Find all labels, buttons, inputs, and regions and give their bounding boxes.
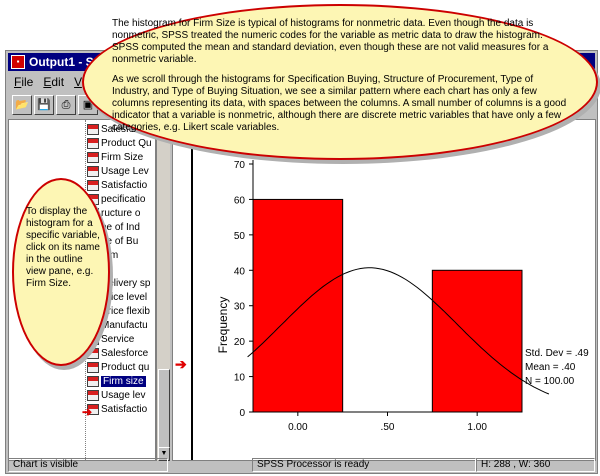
y-tick-label: 70 (234, 160, 246, 171)
chart-node-icon (87, 403, 99, 415)
scroll-down-icon[interactable]: ▼ (158, 447, 170, 461)
outline-item[interactable]: Firm Size (87, 150, 143, 164)
y-tick-label: 20 (234, 337, 246, 348)
outline-item[interactable]: Satisfactio (87, 178, 147, 192)
print-icon[interactable]: ⎙ (56, 95, 76, 115)
status-processor: SPSS Processor is ready (252, 458, 476, 472)
status-bar: Chart is visible SPSS Processor is ready… (8, 458, 595, 472)
outline-item-label: ram (101, 249, 119, 261)
spss-app-icon: ▪ (11, 55, 25, 69)
left-instruction-callout (12, 178, 110, 366)
chart-node-icon (87, 389, 99, 401)
y-tick-label: 30 (234, 302, 246, 313)
outline-item[interactable]: Usage lev (87, 388, 145, 402)
y-axis-label: Frequency (216, 297, 230, 354)
normal-curve (247, 267, 550, 395)
outline-item-label: pe of Ind (101, 221, 140, 233)
chart-node-icon (87, 361, 99, 373)
status-left: Chart is visible (8, 458, 168, 472)
chart-node-icon (87, 151, 99, 163)
outline-item-label: Product Qu (101, 137, 152, 149)
outline-item-label: Satisfactio (101, 403, 148, 415)
outline-item[interactable]: Product Qu (87, 136, 152, 150)
outline-item-label: Price level (101, 291, 148, 303)
callout-paragraph-1: The histogram for Firm Size is typical o… (112, 18, 549, 65)
outline-scrollbar[interactable]: ▲ ▼ (156, 119, 170, 461)
outline-item-label: Firm size (101, 375, 146, 387)
stats-label: Std. Dev = .49 (525, 348, 589, 359)
current-item-arrow-icon: ➔ (175, 356, 187, 372)
histogram-bar (252, 198, 344, 413)
outline-item-label: ructure o (101, 207, 141, 219)
pointer-arrow-icon: ➔ (82, 405, 93, 419)
y-tick-label: 0 (239, 408, 245, 419)
outline-item[interactable]: pecificatio (87, 192, 145, 206)
menu-edit[interactable]: Edit (43, 75, 65, 89)
chart-node-icon (87, 165, 99, 177)
outline-item-label: Service (101, 333, 135, 345)
callout-paragraph-2: As we scroll through the histograms for … (112, 74, 567, 133)
chart-node-icon (87, 179, 99, 191)
status-spacer (168, 458, 252, 472)
outline-item[interactable]: Salesforce (87, 122, 148, 136)
menu-file[interactable]: File (14, 75, 34, 89)
y-tick-label: 50 (234, 231, 246, 242)
chart-node-icon (87, 123, 99, 135)
outline-item-label: Satisfactio (101, 179, 148, 191)
scroll-thumb[interactable] (158, 369, 170, 449)
outline-item-label: Price flexib (101, 305, 150, 317)
stats-label: Mean = .40 (525, 362, 576, 373)
y-tick-label: 40 (234, 266, 246, 277)
histogram-chart[interactable]: Firm Size0102030405060700.00.501.00Frequ… (173, 120, 595, 460)
status-dimensions: H: 288 , W: 360 (476, 458, 595, 472)
outline-item[interactable]: Product qu (87, 360, 149, 374)
outline-item[interactable]: Salesforce (87, 346, 148, 360)
chart-node-icon (87, 375, 99, 387)
top-explanation-text: The histogram for Firm Size is typical o… (112, 18, 568, 142)
outline-item-label: Usage Lev (101, 165, 149, 177)
y-tick-label: 10 (234, 373, 246, 384)
window-title: Output1 - S (29, 55, 94, 69)
top-explanation-callout (82, 4, 598, 160)
outline-item-label: Usage lev (101, 389, 146, 401)
left-instruction-text: To display the histogram for a specific … (26, 206, 100, 289)
y-tick-label: 60 (234, 195, 246, 206)
chart-node-icon (87, 137, 99, 149)
outline-item[interactable]: Satisfactio (87, 402, 147, 416)
outline-item-label: Salesforce (101, 123, 149, 135)
chart-node-icon (87, 347, 99, 359)
outline-item-label: Delivery sp (101, 277, 151, 289)
outline-item-label: Firm Size (101, 151, 144, 163)
save-icon[interactable]: 💾 (34, 95, 54, 115)
x-tick-label: 1.00 (467, 422, 487, 433)
x-tick-label: 0.00 (288, 422, 308, 433)
outline-item[interactable]: Usage Lev (87, 164, 149, 178)
open-folder-icon[interactable]: 📂 (12, 95, 32, 115)
outline-item-label: pe of Bu (101, 235, 139, 247)
outline-divider-line (191, 120, 193, 460)
outline-item-label: pecificatio (101, 193, 146, 205)
x-tick-label: .50 (381, 422, 395, 433)
outline-item[interactable]: Firm size (87, 374, 146, 388)
output-content-pane: ➔ Firm Size0102030405060700.00.501.00Fre… (172, 119, 596, 461)
histogram-bar (431, 269, 523, 413)
outline-item-label: Product qu (101, 361, 150, 373)
outline-item-label: Salesforce (101, 347, 149, 359)
outline-item-label: Manufactu (101, 319, 148, 331)
stats-label: N = 100.00 (525, 376, 575, 387)
